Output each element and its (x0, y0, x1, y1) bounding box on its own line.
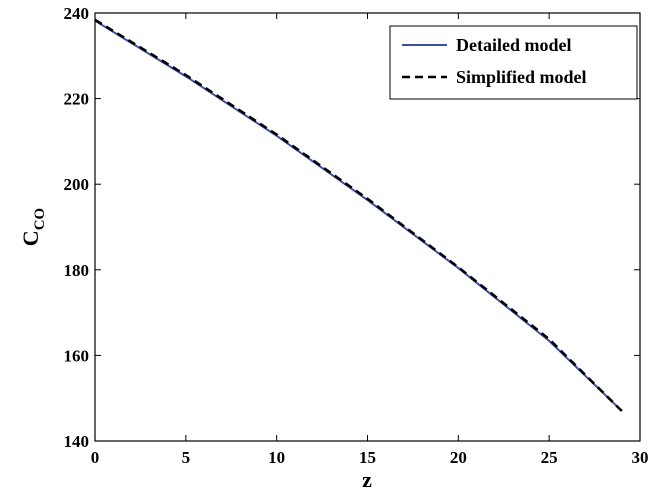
legend-label-detailed: Detailed model (456, 35, 571, 55)
legend-box (389, 25, 638, 100)
x-tick-label: 30 (632, 448, 649, 467)
y-tick-label: 180 (64, 261, 90, 280)
y-tick-label: 240 (64, 4, 90, 23)
y-tick-label: 220 (64, 90, 90, 109)
x-tick-label: 5 (182, 448, 191, 467)
legend-label-simplified: Simplified model (456, 67, 587, 87)
svg-text:CCO: CCO (18, 208, 48, 246)
y-axis-label-main: C (18, 230, 43, 246)
ticks-layer: 0 5 10 15 20 25 30 140 160 180 200 220 240 (64, 4, 649, 467)
y-axis-label: CCO (18, 208, 48, 246)
x-tick-label: 20 (450, 448, 467, 467)
legend: Detailed model Simplified model (389, 25, 638, 100)
y-tick-label: 140 (64, 432, 90, 451)
series-layer (94, 18, 623, 412)
x-tick-label: 10 (268, 448, 285, 467)
y-tick-label: 160 (64, 346, 90, 365)
series-line-simplified (94, 18, 623, 412)
x-tick-label: 25 (541, 448, 558, 467)
y-tick-label: 200 (64, 175, 90, 194)
y-axis-label-sub: CO (32, 208, 48, 231)
x-axis-label: z (362, 467, 372, 492)
x-tick-label: 15 (359, 448, 376, 467)
x-tick-label: 0 (91, 448, 100, 467)
